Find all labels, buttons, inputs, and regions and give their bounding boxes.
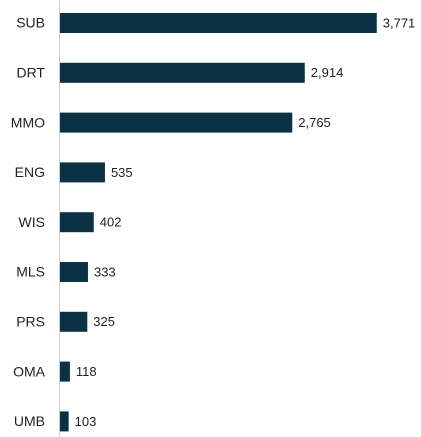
bar — [60, 212, 94, 233]
category-label: MLS — [16, 264, 45, 280]
value-label: 118 — [76, 364, 97, 379]
value-label: 535 — [111, 165, 133, 180]
category-label: OMA — [13, 363, 46, 379]
value-label: 333 — [94, 264, 116, 279]
bar — [60, 262, 88, 282]
bar — [60, 162, 105, 183]
category-label: ENG — [15, 164, 45, 180]
value-label: 325 — [93, 314, 115, 329]
value-label: 402 — [100, 215, 122, 230]
bar — [60, 112, 293, 133]
category-label: MMO — [11, 114, 45, 130]
bar — [60, 311, 88, 332]
bar — [60, 411, 69, 432]
category-label: WIS — [19, 214, 45, 230]
value-label: 3,771 — [383, 15, 416, 30]
category-label: SUB — [16, 15, 45, 31]
bar — [60, 361, 70, 382]
category-label: DRT — [16, 65, 45, 81]
category-label: PRS — [16, 314, 45, 330]
value-label: 103 — [75, 414, 97, 429]
bar — [60, 62, 305, 83]
bar — [60, 13, 377, 33]
category-label: UMB — [14, 413, 45, 429]
value-label: 2,914 — [311, 65, 344, 80]
value-label: 2,765 — [298, 115, 331, 130]
